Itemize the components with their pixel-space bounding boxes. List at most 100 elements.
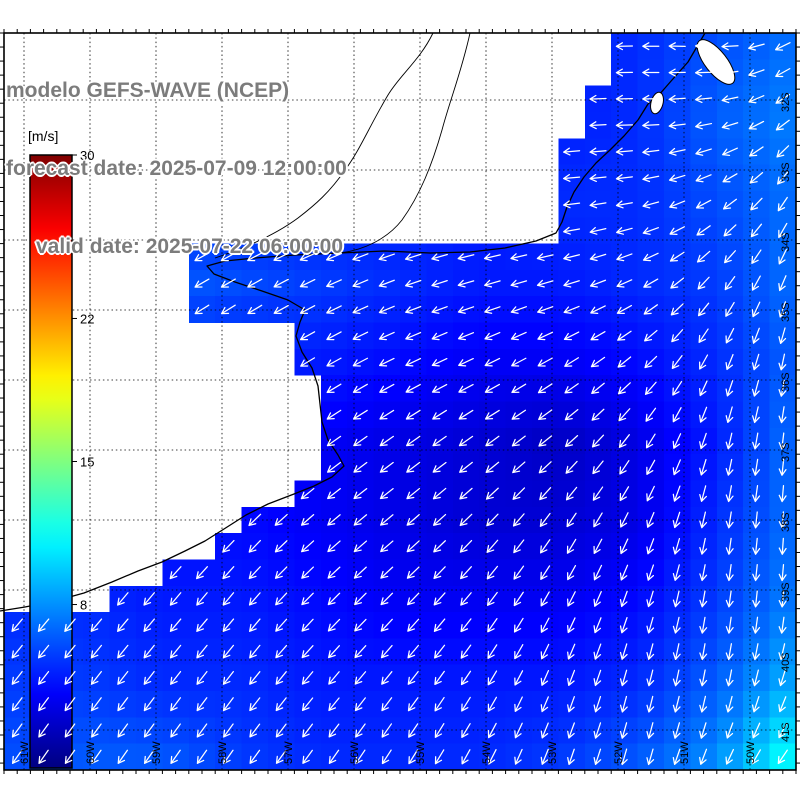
forecast-date: forecast date: 2025-07-09 12:00:00 bbox=[6, 157, 347, 180]
wind-arrow bbox=[616, 304, 633, 314]
wind-arrow bbox=[725, 669, 734, 687]
wind-arrow bbox=[513, 565, 525, 580]
wind-arrow bbox=[563, 226, 581, 235]
wind-arrow bbox=[670, 303, 684, 316]
wind-arrow bbox=[748, 120, 765, 130]
wind-arrow bbox=[567, 722, 575, 739]
wind-arrow bbox=[617, 356, 632, 368]
wind-arrow bbox=[672, 380, 683, 396]
wind-arrow bbox=[537, 357, 553, 367]
wind-arrow bbox=[668, 121, 686, 130]
wind-arrow bbox=[778, 353, 787, 371]
colorbar-tick-label: 30 bbox=[80, 148, 94, 163]
wind-arrow bbox=[589, 147, 607, 156]
wind-arrow bbox=[644, 381, 657, 395]
wind-arrow bbox=[672, 695, 681, 713]
wind-arrow bbox=[725, 380, 734, 397]
wind-arrow bbox=[538, 409, 553, 421]
wind-arrow bbox=[460, 670, 472, 686]
wind-arrow bbox=[378, 279, 395, 288]
wind-arrow bbox=[591, 408, 605, 421]
wind-arrow bbox=[514, 670, 524, 686]
wind-arrow bbox=[460, 592, 472, 606]
wind-arrow bbox=[752, 643, 760, 661]
wind-arrow bbox=[642, 200, 660, 209]
wind-arrow bbox=[64, 723, 76, 738]
wind-arrow bbox=[642, 227, 659, 235]
wind-arrow bbox=[668, 68, 686, 77]
wind-arrow bbox=[646, 485, 655, 502]
wind-arrow bbox=[223, 749, 234, 764]
wind-arrow bbox=[536, 279, 554, 288]
wind-arrow bbox=[616, 253, 633, 262]
wind-arrow bbox=[275, 644, 288, 659]
wind-arrow bbox=[778, 643, 787, 661]
wind-arrow bbox=[433, 592, 446, 606]
lat-label: 33S bbox=[780, 162, 792, 182]
wind-arrow bbox=[274, 566, 288, 579]
wind-arrow bbox=[91, 723, 102, 738]
wind-arrow bbox=[169, 618, 182, 632]
wind-arrow bbox=[38, 723, 49, 738]
wind-arrow bbox=[774, 42, 791, 51]
wind-arrow bbox=[593, 590, 602, 607]
wind-arrow bbox=[301, 592, 314, 606]
wind-arrow bbox=[615, 147, 633, 156]
wind-arrow bbox=[564, 383, 579, 394]
wind-arrow bbox=[352, 253, 369, 262]
wind-arrow bbox=[672, 407, 682, 423]
wind-arrow bbox=[353, 461, 368, 473]
wind-arrow bbox=[616, 279, 633, 288]
wind-arrow bbox=[328, 723, 340, 738]
wind-arrow bbox=[615, 200, 633, 209]
wind-arrow bbox=[326, 252, 342, 262]
wind-arrow bbox=[593, 512, 603, 528]
wind-arrow bbox=[194, 252, 210, 262]
wind-arrow bbox=[301, 671, 314, 685]
wind-arrow bbox=[38, 697, 50, 712]
graticule bbox=[4, 33, 796, 770]
wind-arrow bbox=[619, 460, 630, 475]
wind-arrow bbox=[11, 697, 23, 712]
wind-arrow bbox=[249, 697, 261, 712]
wind-arrow bbox=[778, 511, 787, 529]
wind-arrow bbox=[38, 670, 50, 685]
wind-arrow bbox=[485, 487, 499, 500]
wind-arrow bbox=[406, 461, 421, 473]
wind-arrow bbox=[695, 148, 712, 156]
wind-arrow bbox=[407, 618, 420, 632]
wind-arrow bbox=[694, 68, 713, 77]
wind-arrow bbox=[593, 538, 603, 554]
wind-arrow bbox=[537, 331, 554, 341]
wind-arrow bbox=[381, 749, 392, 765]
wind-arrow bbox=[301, 618, 314, 632]
wind-arrow bbox=[379, 409, 395, 420]
wind-arrow bbox=[431, 357, 448, 367]
wind-arrow bbox=[194, 304, 210, 315]
wind-arrow bbox=[196, 566, 208, 580]
wind-arrow bbox=[699, 616, 708, 634]
wind-arrow bbox=[64, 697, 76, 712]
wind-arrow bbox=[328, 645, 340, 659]
wind-arrow bbox=[615, 94, 634, 103]
wind-arrow bbox=[778, 432, 787, 450]
wind-arrow bbox=[274, 540, 288, 553]
wind-arrow bbox=[299, 278, 316, 288]
wind-arrow bbox=[643, 278, 659, 288]
wind-arrow bbox=[431, 253, 448, 262]
wind-arrow bbox=[511, 409, 527, 420]
wind-arrow bbox=[619, 669, 628, 687]
wind-arrow bbox=[644, 329, 658, 342]
colorbar-unit-label: [m/s] bbox=[26, 128, 61, 144]
wind-arrow bbox=[722, 198, 738, 210]
wind-arrow bbox=[644, 355, 658, 369]
wind-arrow bbox=[64, 618, 76, 632]
wind-arrow bbox=[590, 331, 606, 341]
wind-arrow bbox=[512, 487, 526, 500]
wind-arrow bbox=[90, 644, 103, 659]
wind-arrow bbox=[486, 513, 499, 527]
wind-arrow bbox=[564, 357, 580, 367]
wind-arrow bbox=[220, 278, 236, 288]
wind-arrow bbox=[433, 540, 446, 553]
